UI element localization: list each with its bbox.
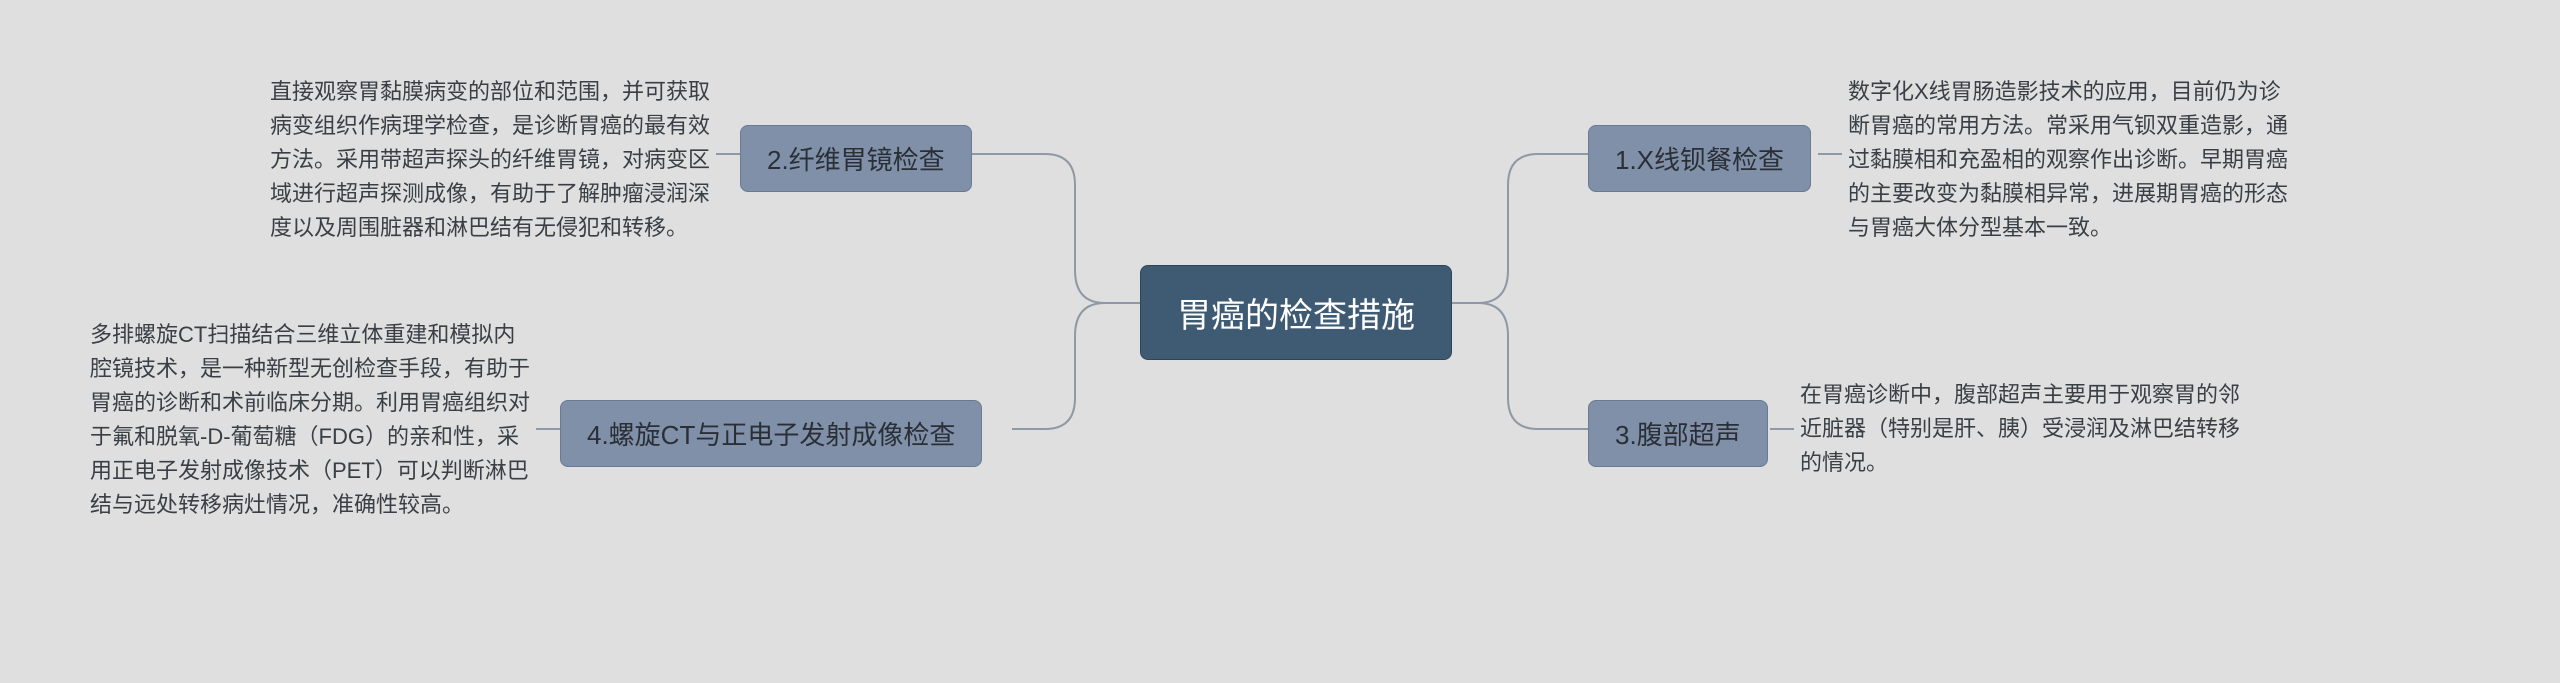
branch-node-abdominal-ultrasound[interactable]: 3.腹部超声 (1588, 400, 1768, 467)
branch-desc-xray-barium: 数字化X线胃肠造影技术的应用，目前仍为诊断胃癌的常用方法。常采用气钡双重造影，通… (1848, 75, 2296, 245)
branch-node-fiber-gastroscopy[interactable]: 2.纤维胃镜检查 (740, 125, 972, 192)
branch-desc-abdominal-ultrasound: 在胃癌诊断中，腹部超声主要用于观察胃的邻近脏器（特别是肝、胰）受浸润及淋巴结转移… (1800, 378, 2248, 480)
branch-desc-fiber-gastroscopy: 直接观察胃黏膜病变的部位和范围，并可获取病变组织作病理学检查，是诊断胃癌的最有效… (270, 75, 710, 245)
branch-node-spiral-ct-pet[interactable]: 4.螺旋CT与正电子发射成像检查 (560, 400, 982, 467)
branch-node-xray-barium[interactable]: 1.X线钡餐检查 (1588, 125, 1811, 192)
branch-desc-spiral-ct-pet: 多排螺旋CT扫描结合三维立体重建和模拟内腔镜技术，是一种新型无创检查手段，有助于… (90, 318, 530, 523)
center-node[interactable]: 胃癌的检查措施 (1140, 265, 1452, 360)
